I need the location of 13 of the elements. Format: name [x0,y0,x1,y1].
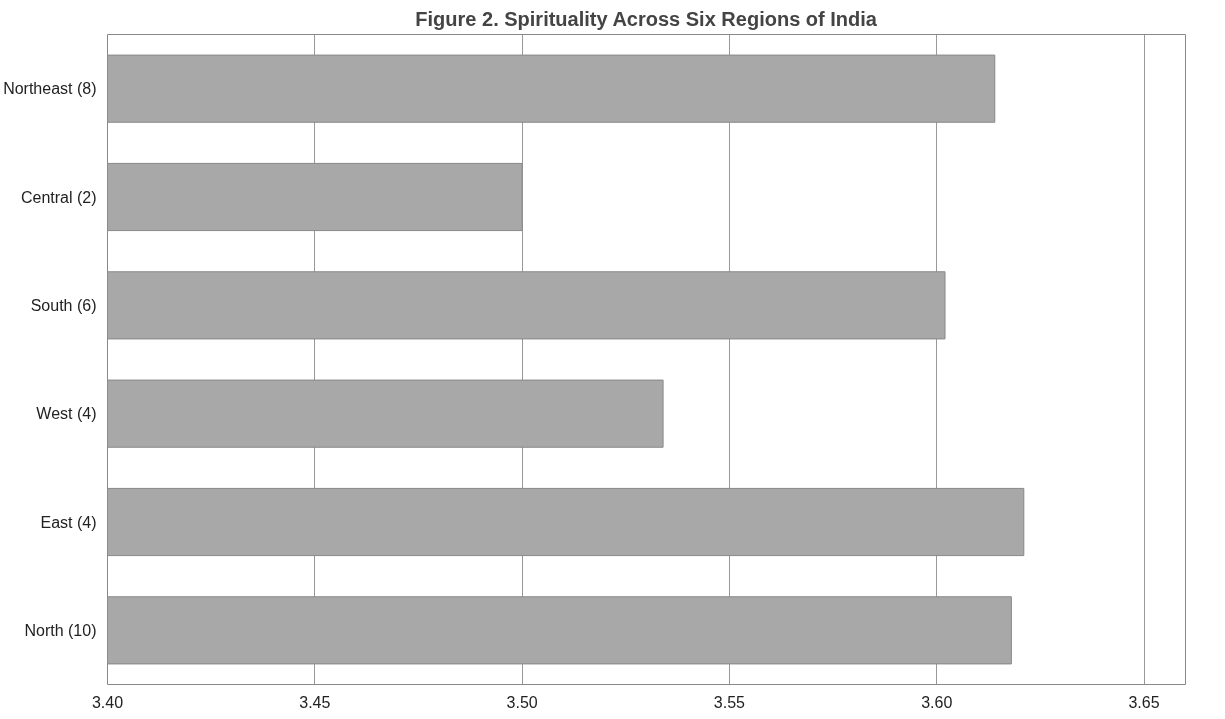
x-tick-label: 3.60 [921,693,953,711]
x-tick-label: 3.45 [299,693,331,711]
y-tick-label: South (6) [30,296,97,314]
x-tick-label: 3.50 [506,693,538,711]
chart-title: Figure 2. Spirituality Across Six Regions of India [415,7,878,30]
y-tick-label: Northeast (8) [3,80,97,98]
x-tick-label: 3.65 [1128,693,1160,711]
y-tick-label: West (4) [36,405,97,423]
y-tick-label: Central (2) [20,188,97,206]
y-tick-label: North (10) [24,621,97,639]
y-tick-label: East (4) [40,513,97,531]
x-tick-label: 3.55 [713,693,746,711]
x-tick-label: 3.40 [91,693,124,711]
